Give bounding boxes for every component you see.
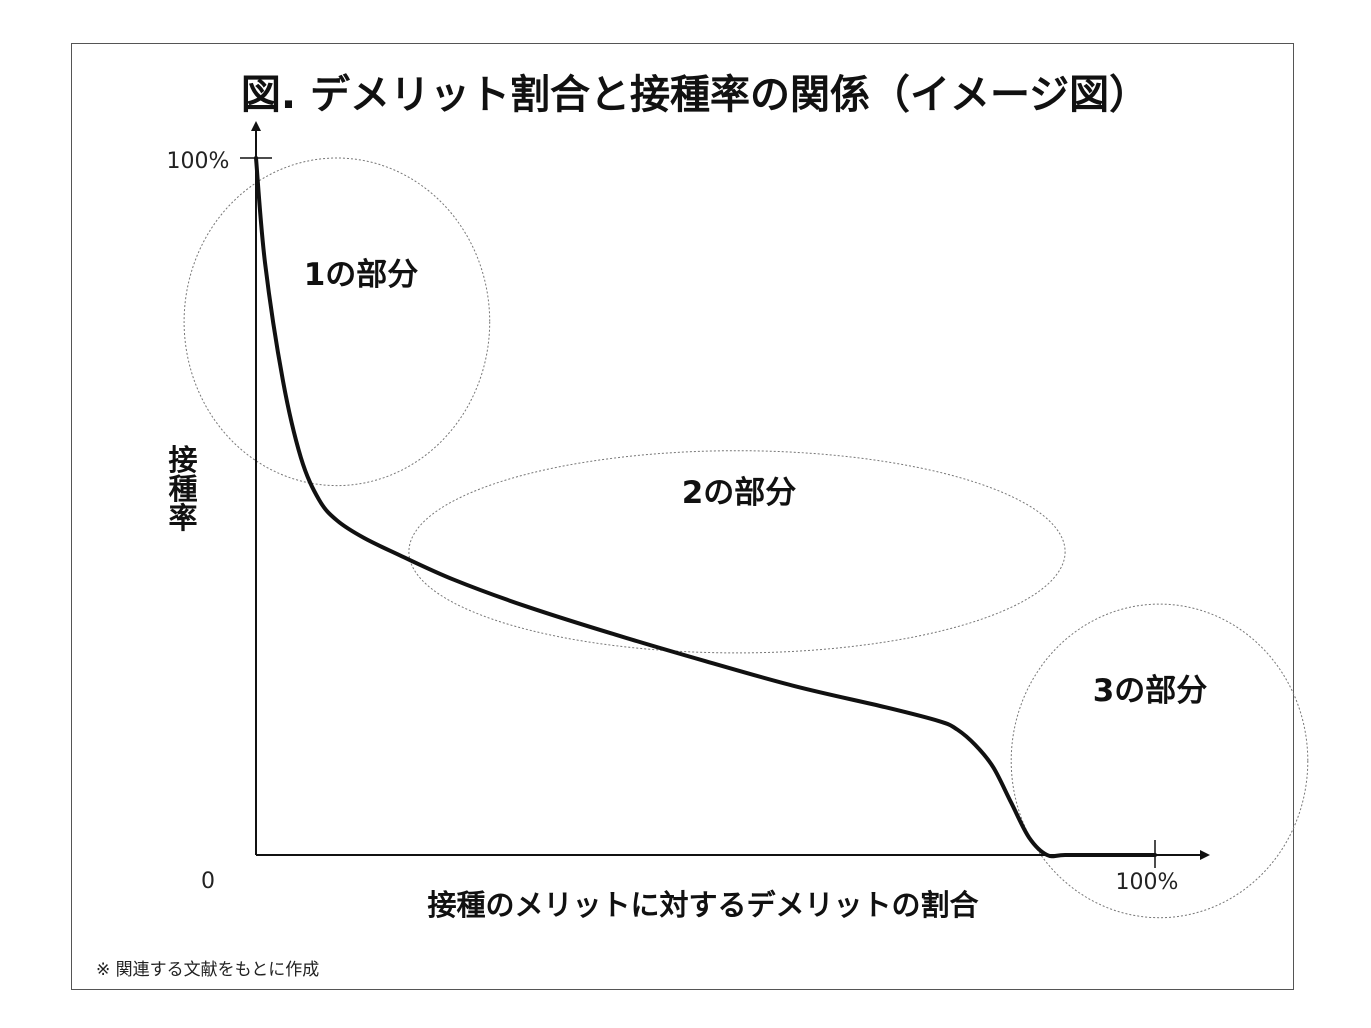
origin-label: 0: [201, 869, 215, 894]
y-max-label: 100%: [167, 149, 230, 174]
region-label-3: 3の部分: [1093, 673, 1208, 709]
y-axis-title: 接種率: [164, 444, 198, 531]
region-ellipse-1: [183, 157, 491, 487]
x-axis-title: 接種のメリットに対するデメリットの割合: [427, 888, 978, 922]
x-max-label: 100%: [1116, 870, 1179, 895]
chart-title: 図. デメリット割合と接種率の関係（イメージ図）: [241, 72, 1149, 118]
figure-frame: [71, 43, 1294, 990]
region-ellipse-2: [408, 450, 1066, 654]
series-line: [254, 156, 1157, 859]
region-label-2: 2の部分: [682, 475, 797, 511]
region-ellipse-3: [1010, 603, 1309, 919]
region-group: [183, 157, 1309, 919]
region-label-1: 1の部分: [304, 257, 419, 293]
source-note: ※ 関連する文献をもとに作成: [96, 960, 319, 980]
